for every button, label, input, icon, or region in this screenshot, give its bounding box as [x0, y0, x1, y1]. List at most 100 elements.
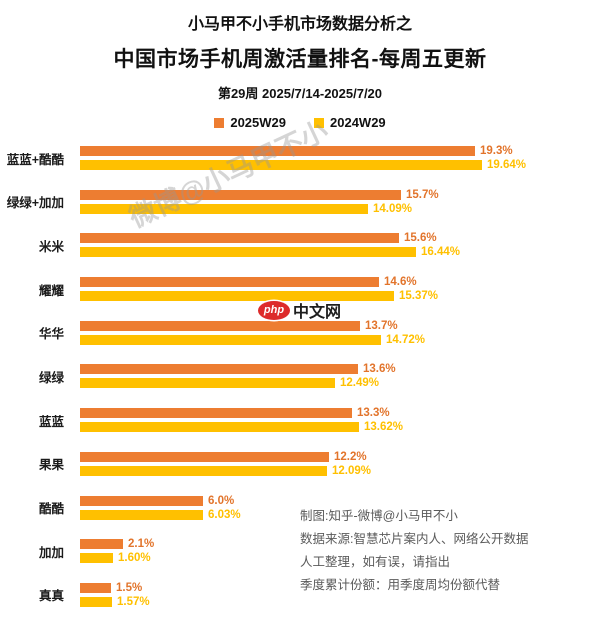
note-credit: 制图:知乎-微博@小马甲不小: [300, 509, 458, 523]
value-label-2025w29: 13.6%: [363, 363, 396, 376]
category-label: 真真: [38, 589, 64, 604]
bar-row: 1.5%: [80, 581, 600, 594]
value-label-2025w29: 13.3%: [357, 407, 390, 420]
bar-row: 13.6%: [80, 363, 600, 376]
chart-group: 真真 1.5% 1.57%: [0, 581, 600, 608]
value-label-2025w29: 12.2%: [334, 450, 367, 463]
value-label-2024w29: 14.72%: [386, 333, 426, 346]
bar-2025w29: [80, 277, 379, 288]
bar-row: 12.09%: [80, 464, 600, 477]
bar-2025w29: [80, 146, 475, 156]
bar-row: 2.1%: [80, 538, 600, 551]
value-label-2025w29: 2.1%: [128, 538, 155, 551]
category-label: 绿绿: [38, 370, 64, 385]
bar-pair: 2.1% 1.60%: [80, 538, 600, 565]
php-cn-logo: php 中文网: [258, 298, 341, 322]
chart-group: 绿绿+加加 15.7% 14.09%: [0, 188, 600, 215]
legend-item-2025w29: 2025W29: [214, 115, 286, 130]
chart-group: 米米 15.6% 16.44%: [0, 232, 600, 259]
bar-2024w29: [80, 509, 203, 520]
bar-2025w29: [80, 451, 329, 462]
bar-row: 13.3%: [80, 407, 600, 420]
bar-2025w29: [80, 189, 401, 200]
bar-2025w29: [80, 364, 358, 375]
bar-2024w29: [80, 291, 394, 302]
legend-label-2025w29: 2025W29: [230, 115, 286, 130]
category-label: 蓝蓝: [38, 414, 64, 429]
bar-2025w29: [80, 495, 203, 506]
bar-2024w29: [80, 334, 381, 345]
category-label: 米米: [38, 239, 64, 254]
value-label-2024w29: 12.49%: [340, 377, 380, 390]
php-logo-text: 中文网: [293, 304, 342, 321]
kicker-text: 小马甲不小手机市场数据分析之: [187, 16, 412, 33]
category-label: 蓝蓝+酷酷: [6, 152, 64, 167]
category-label: 耀耀: [38, 283, 64, 298]
header: 小马甲不小手机市场数据分析之 中国市场手机周激活量排名-每周五更新 第29周 2…: [0, 0, 600, 130]
bar-row: 15.7%: [80, 188, 600, 201]
bar-2024w29: [80, 596, 112, 607]
value-label-2025w29: 1.5%: [116, 581, 143, 594]
value-label-2024w29: 13.62%: [364, 421, 404, 434]
value-label-2025w29: 19.3%: [480, 145, 513, 157]
bar-pair: 19.3% 19.64%: [80, 145, 600, 171]
value-label-2025w29: 14.6%: [384, 276, 417, 289]
legend-label-2024w29: 2024W29: [330, 115, 386, 130]
bar-row: 12.2%: [80, 450, 600, 463]
bar-row: 19.64%: [80, 159, 600, 171]
note-source: 数据来源:智慧芯片案内人、网络公开数据: [300, 532, 529, 546]
bar-row: 6.03%: [80, 508, 600, 521]
value-label-2024w29: 12.09%: [332, 464, 372, 477]
bar-row: 16.44%: [80, 246, 600, 259]
bar-pair: 13.6% 12.49%: [80, 363, 600, 390]
bar-pair: 1.5% 1.57%: [80, 581, 600, 608]
category-label: 华华: [38, 327, 64, 342]
bar-row: 6.0%: [80, 494, 600, 507]
value-label-2025w29: 6.0%: [208, 494, 235, 507]
bar-2025w29: [80, 408, 352, 419]
category-label: 绿绿+加加: [6, 196, 64, 211]
bar-2024w29: [80, 160, 482, 170]
page-title: 中国市场手机周激活量排名-每周五更新: [113, 48, 487, 71]
bar-pair: 15.6% 16.44%: [80, 232, 600, 259]
chart-group: 加加 2.1% 1.60%: [0, 538, 600, 565]
php-logo-badge: php: [258, 300, 290, 320]
value-label-2025w29: 15.7%: [406, 188, 439, 201]
legend-item-2024w29: 2024W29: [314, 115, 386, 130]
bar-row: 1.57%: [80, 595, 600, 608]
bar-row: 19.3%: [80, 145, 600, 157]
category-label: 果果: [38, 458, 64, 473]
bar-row: 15.37%: [80, 290, 600, 302]
bar-2025w29: [80, 233, 399, 244]
value-label-2024w29: 19.64%: [487, 159, 527, 171]
legend: 2025W29 2024W29: [0, 115, 600, 130]
value-label-2024w29: 16.44%: [421, 246, 461, 259]
value-label-2025w29: 15.6%: [404, 232, 437, 245]
chart-group: 耀耀 14.6% 15.37%: [0, 276, 600, 302]
value-label-2024w29: 1.60%: [118, 552, 151, 565]
bar-2024w29: [80, 465, 327, 476]
value-label-2024w29: 1.57%: [117, 595, 150, 608]
note-method: 季度累计份额：用季度周均份额代替: [300, 578, 501, 592]
bar-row: 12.49%: [80, 377, 600, 390]
bar-2024w29: [80, 553, 113, 564]
bar-2024w29: [80, 422, 359, 433]
bar-2024w29: [80, 247, 416, 258]
bar-row: 13.62%: [80, 421, 600, 434]
value-label-2025w29: 13.7%: [365, 319, 398, 332]
bar-2025w29: [80, 320, 360, 331]
bar-2024w29: [80, 203, 368, 214]
legend-swatch-2025w29: [214, 117, 225, 128]
bar-2024w29: [80, 378, 335, 389]
category-label: 加加: [38, 545, 64, 560]
note-disclaimer: 人工整理，如有误，请指出: [300, 555, 451, 569]
bar-pair: 12.2% 12.09%: [80, 450, 600, 477]
value-label-2024w29: 6.03%: [208, 508, 241, 521]
week-range: 第29周 2025/7/14-2025/7/20: [217, 86, 383, 101]
bar-pair: 6.0% 6.03%: [80, 494, 600, 521]
chart-group: 华华 13.7% 14.72%: [0, 319, 600, 346]
bar-row: 13.7%: [80, 319, 600, 332]
bar-row: 14.72%: [80, 333, 600, 346]
bar-chart: 蓝蓝+酷酷 19.3% 19.64% 绿绿+加加 15.7% 14.09% 米米 15.6% 1…: [0, 145, 600, 627]
